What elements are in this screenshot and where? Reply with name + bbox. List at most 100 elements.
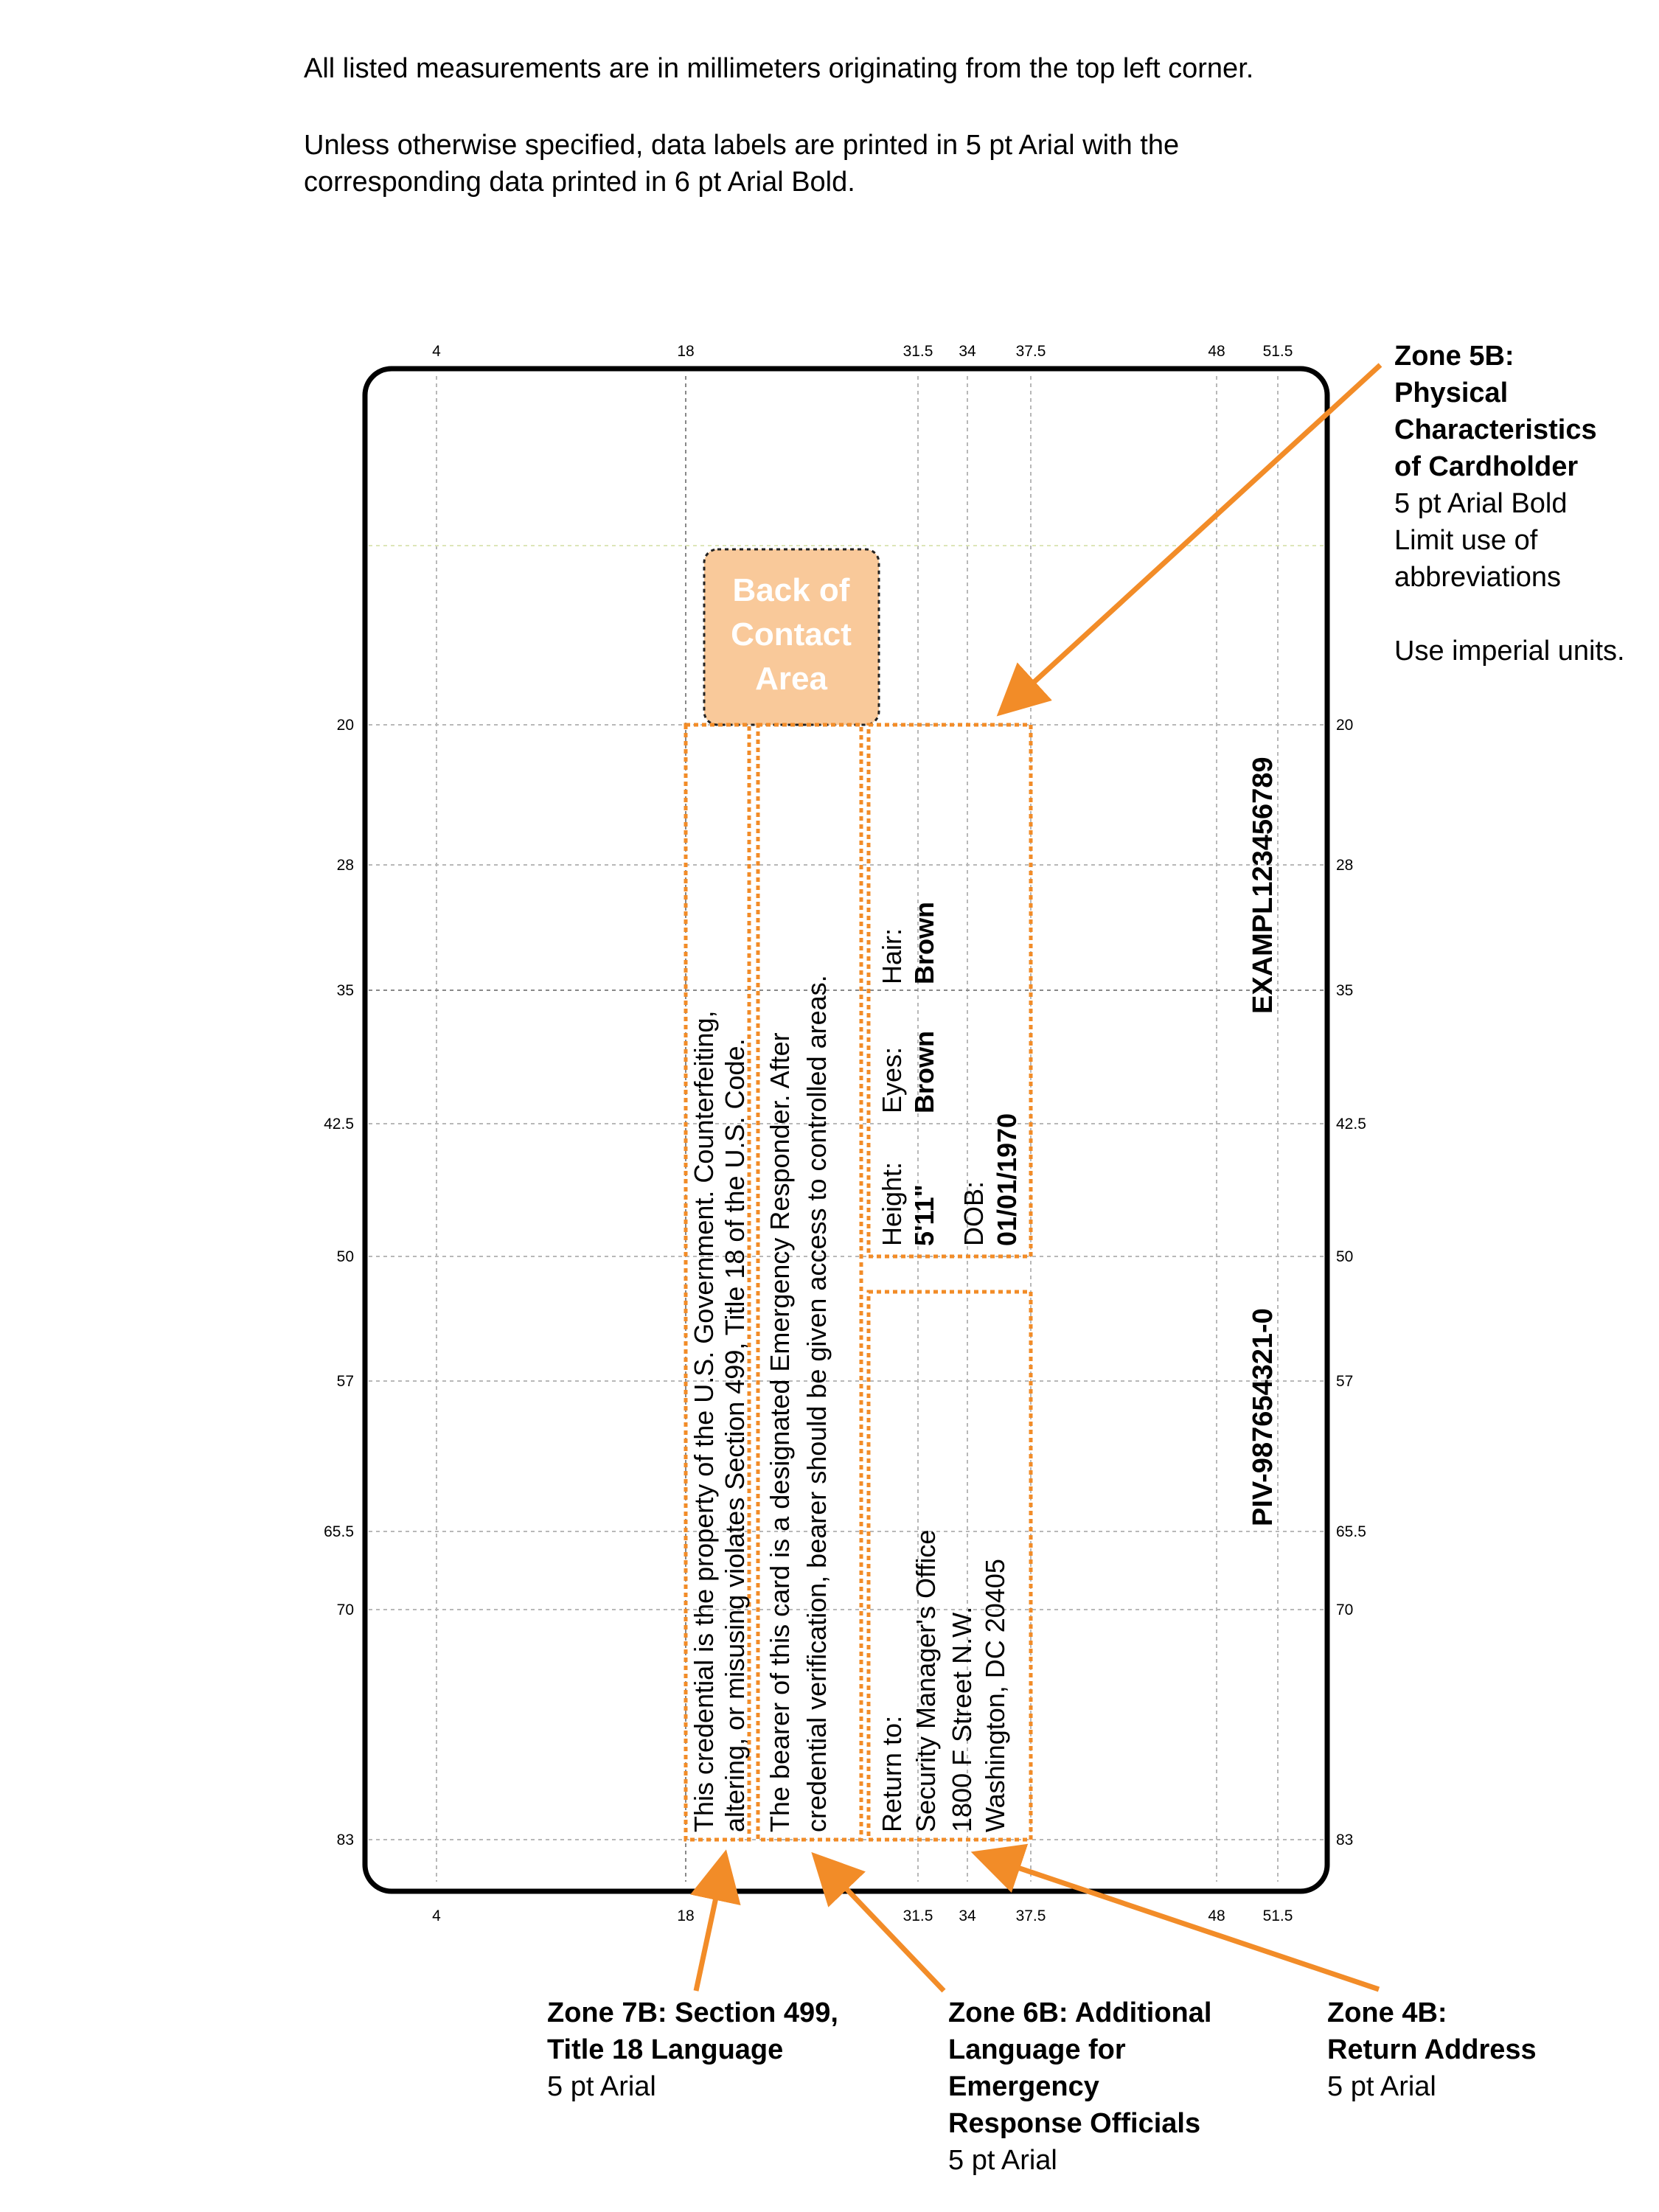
eyes-value: Brown [909, 1031, 939, 1113]
zone-7b-line-1: This credential is the property of the U… [689, 1010, 719, 1832]
grid-vertical [436, 376, 1279, 1882]
contact-area: Back of Contact Area [703, 548, 880, 726]
contact-area-line-2: Contact [731, 616, 852, 653]
return-line-2: Security Manager's Office [911, 1530, 941, 1832]
ruler-right-65-5: 65.5 [1336, 1523, 1366, 1540]
ruler-right-50: 50 [1336, 1248, 1353, 1265]
ruler-right-70: 70 [1336, 1601, 1353, 1618]
zone-5b-title-3: Characteristics [1394, 414, 1597, 445]
zone-7b-title-2: Title 18 Language [547, 2034, 784, 2065]
zone-6b-title-2: Language for [948, 2034, 1126, 2065]
callout-zone-6b: Zone 6B: Additional Language for Emergen… [948, 1994, 1211, 2179]
ruler-left-20: 20 [337, 717, 354, 734]
ruler-left-65-5: 65.5 [324, 1523, 354, 1540]
hair-label: Hair: [877, 928, 907, 984]
ruler-right-83: 83 [1336, 1832, 1353, 1848]
ruler-bottom-18: 18 [677, 1907, 694, 1924]
zone-7b-note-1: 5 pt Arial [547, 2071, 656, 2102]
zone-boxes [684, 723, 1033, 1842]
ruler-bottom: 4 18 31.5 34 37.5 48 51.5 [432, 1907, 1293, 1924]
return-line-4: Washington, DC 20405 [980, 1559, 1010, 1832]
zone-4b-note-1: 5 pt Arial [1327, 2071, 1436, 2102]
hair-value: Brown [909, 902, 939, 984]
ruler-top-37-5: 37.5 [1016, 343, 1046, 360]
ruler-right-57: 57 [1336, 1373, 1353, 1390]
dob-value: 01/01/1970 [992, 1113, 1022, 1246]
zone-5b-title-2: Physical [1394, 378, 1509, 408]
agency-serial: EXAMPL123456789 [1248, 757, 1279, 1014]
return-line-3: 1800 F Street N.W. [947, 1607, 977, 1832]
ruler-top-48: 48 [1208, 343, 1225, 360]
zone-7b-line-2: altering, or misusing violates Section 4… [720, 1038, 750, 1832]
zone-4b-title-2: Return Address [1327, 2034, 1537, 2065]
grid-horizontal [369, 545, 1324, 1840]
zone-7b-title-1: Zone 7B: Section 499, [547, 1997, 838, 2028]
ruler-top: 4 18 31.5 34 37.5 48 51.5 [432, 343, 1293, 360]
height-label: Height: [877, 1162, 907, 1246]
zone-5b-title-4: of Cardholder [1394, 451, 1579, 482]
ruler-right-28: 28 [1336, 857, 1353, 874]
ruler-bottom-48: 48 [1208, 1907, 1225, 1924]
ruler-top-18: 18 [677, 343, 694, 360]
ruler-bottom-37-5: 37.5 [1016, 1907, 1046, 1924]
eyes-label: Eyes: [877, 1047, 907, 1113]
ruler-bottom-34: 34 [959, 1907, 976, 1924]
ruler-top-34: 34 [959, 343, 976, 360]
intro-line-3: corresponding data printed in 6 pt Arial… [304, 167, 855, 198]
return-line-1: Return to: [877, 1716, 907, 1832]
arrow-zone-7b [690, 1849, 741, 1992]
ruler-top-51-5: 51.5 [1263, 343, 1293, 360]
zone-6b-note-1: 5 pt Arial [948, 2145, 1057, 2176]
zone-4b-box [866, 1290, 1033, 1842]
callout-zone-5b: Zone 5B: Physical Characteristics of Car… [1394, 338, 1625, 669]
callout-zone-4b: Zone 4B: Return Address 5 pt Arial [1327, 1994, 1537, 2105]
agency-serial-text: EXAMPL123456789 [1248, 757, 1279, 1014]
zone-5b-text: Height: 5'11" Eyes: Brown Hair: Brown DO… [877, 902, 1022, 1246]
zone-7b-box [684, 723, 751, 1842]
zone-6b-title-3: Emergency [948, 2071, 1099, 2102]
zone-5b-note-3: abbreviations [1394, 562, 1562, 593]
ruler-bottom-31-5: 31.5 [903, 1907, 933, 1924]
arrow-zone-6b [811, 1851, 946, 1993]
zone-6b-box [756, 723, 863, 1842]
piv-number: PIV-987654321-0 [1248, 1308, 1279, 1526]
ruler-top-31-5: 31.5 [903, 343, 933, 360]
ruler-top-4: 4 [432, 343, 441, 360]
intro-line-2: Unless otherwise specified, data labels … [304, 130, 1180, 161]
piv-number-text: PIV-987654321-0 [1248, 1308, 1279, 1526]
ruler-left-28: 28 [337, 857, 354, 874]
ruler-left-83: 83 [337, 1832, 354, 1848]
ruler-right-42-5: 42.5 [1336, 1116, 1366, 1133]
intro-line-1: All listed measurements are in millimete… [304, 53, 1254, 84]
callout-arrows [690, 363, 1382, 1993]
ruler-bottom-51-5: 51.5 [1263, 1907, 1293, 1924]
zone-6b-title-4: Response Officials [948, 2108, 1201, 2139]
zone-5b-box [866, 723, 1033, 1259]
contact-area-line-1: Back of [733, 572, 850, 608]
contact-area-box [703, 548, 880, 726]
arrow-zone-5b [996, 363, 1382, 717]
zone-5b-note-2: Limit use of [1394, 525, 1538, 556]
ruler-right-20: 20 [1336, 717, 1353, 734]
ruler-left-35: 35 [337, 982, 354, 999]
ruler-left-70: 70 [337, 1601, 354, 1618]
arrow-zone-4b [970, 1843, 1380, 1992]
zone-5b-note-1: 5 pt Arial Bold [1394, 488, 1568, 519]
zone-5b-title-1: Zone 5B: [1394, 341, 1514, 372]
ruler-left: 20 28 35 42.5 50 57 65.5 70 83 [324, 717, 354, 1848]
height-value: 5'11" [909, 1184, 939, 1246]
callout-zone-7b: Zone 7B: Section 499, Title 18 Language … [547, 1994, 838, 2105]
ruler-right-35: 35 [1336, 982, 1353, 999]
ruler-left-50: 50 [337, 1248, 354, 1265]
zone-5b-note-4: Use imperial units. [1394, 636, 1625, 667]
zone-6b-title-1: Zone 6B: Additional [948, 1997, 1212, 2028]
dob-label: DOB: [959, 1181, 989, 1246]
zone-6b-line-1: The bearer of this card is a designated … [765, 1032, 795, 1832]
ruler-left-57: 57 [337, 1373, 354, 1390]
zone-7b-text: This credential is the property of the U… [689, 1010, 750, 1832]
zone-4b-title-1: Zone 4B: [1327, 1997, 1447, 2028]
ruler-bottom-4: 4 [432, 1907, 441, 1924]
zone-6b-text: The bearer of this card is a designated … [765, 975, 832, 1832]
zone-4b-text: Return to: Security Manager's Office 180… [877, 1530, 1010, 1832]
